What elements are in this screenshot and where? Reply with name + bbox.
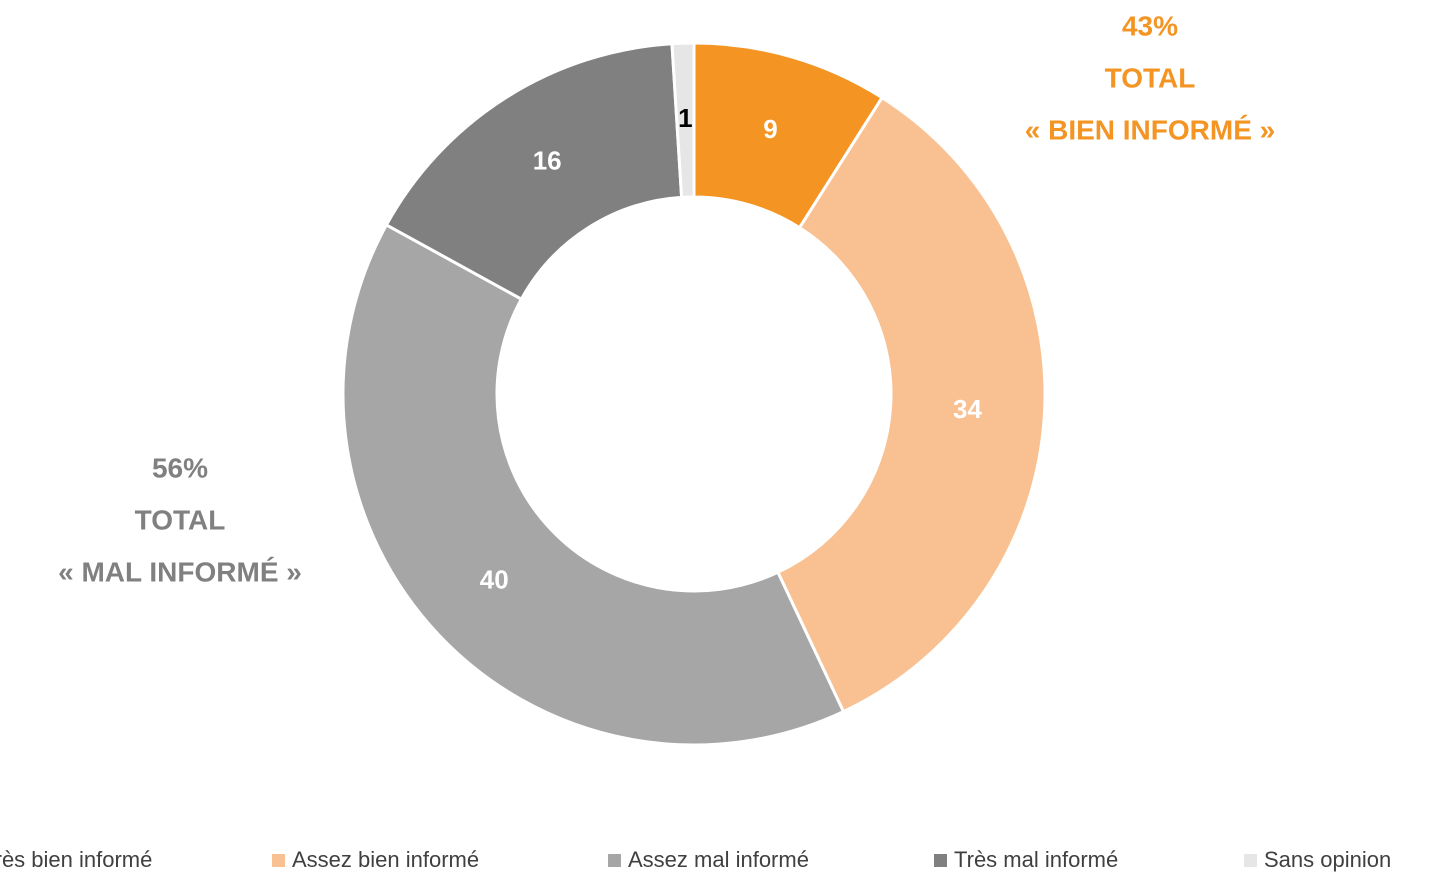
legend-marker <box>608 854 621 867</box>
data-label: 9 <box>763 114 777 144</box>
annotation: TOTAL <box>1105 62 1196 93</box>
annotation: 56% <box>152 452 208 483</box>
data-label: 1 <box>678 103 692 133</box>
donut-segment <box>341 222 846 747</box>
legend-marker <box>272 854 285 867</box>
annotation: 43% <box>1122 10 1178 41</box>
donut-segment <box>384 42 684 302</box>
data-label: 16 <box>533 146 562 176</box>
legend-label: Très mal informé <box>954 847 1118 872</box>
annotation: « MAL INFORMÉ » <box>58 556 302 587</box>
legend-label: Sans opinion <box>1264 847 1391 872</box>
legend-marker <box>1244 854 1257 867</box>
legend-label: Assez bien informé <box>292 847 479 872</box>
donut-segment <box>775 95 1047 714</box>
legend-marker <box>934 854 947 867</box>
legend-label: Très bien informé <box>0 847 152 872</box>
data-label: 34 <box>953 394 982 424</box>
annotation: « BIEN INFORMÉ » <box>1025 114 1275 145</box>
donut-segment <box>670 41 696 199</box>
annotation: TOTAL <box>135 504 226 535</box>
data-label: 40 <box>480 564 509 594</box>
legend-label: Assez mal informé <box>628 847 809 872</box>
